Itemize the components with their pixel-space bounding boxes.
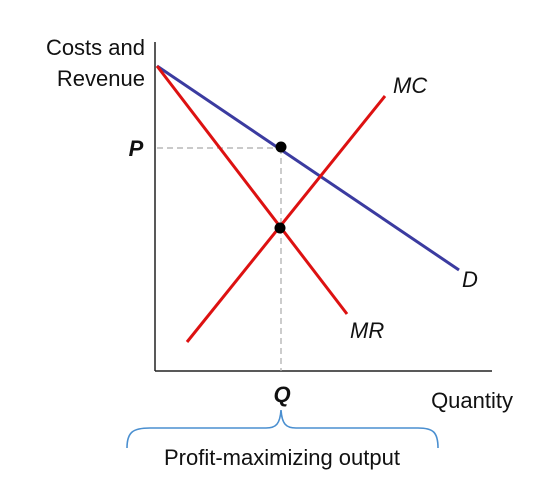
y-axis-label-line1: Costs and [46, 35, 145, 60]
y-axis-label-line2: Revenue [57, 66, 145, 91]
mc-label: MC [393, 73, 427, 98]
quantity-label: Q [273, 382, 290, 407]
price-label: P [129, 136, 144, 161]
demand-label: D [462, 267, 478, 292]
marginal-cost-curve [185, 95, 387, 343]
mr-mc-intersection-point [274, 222, 286, 234]
profit-maximizing-output-label: Profit-maximizing output [164, 445, 400, 470]
price-point [275, 141, 287, 153]
demand-curve [156, 64, 460, 272]
x-axis-label: Quantity [431, 388, 513, 413]
curly-brace-bracket [126, 409, 439, 449]
mr-label: MR [350, 318, 384, 343]
marginal-revenue-curve [155, 65, 349, 315]
